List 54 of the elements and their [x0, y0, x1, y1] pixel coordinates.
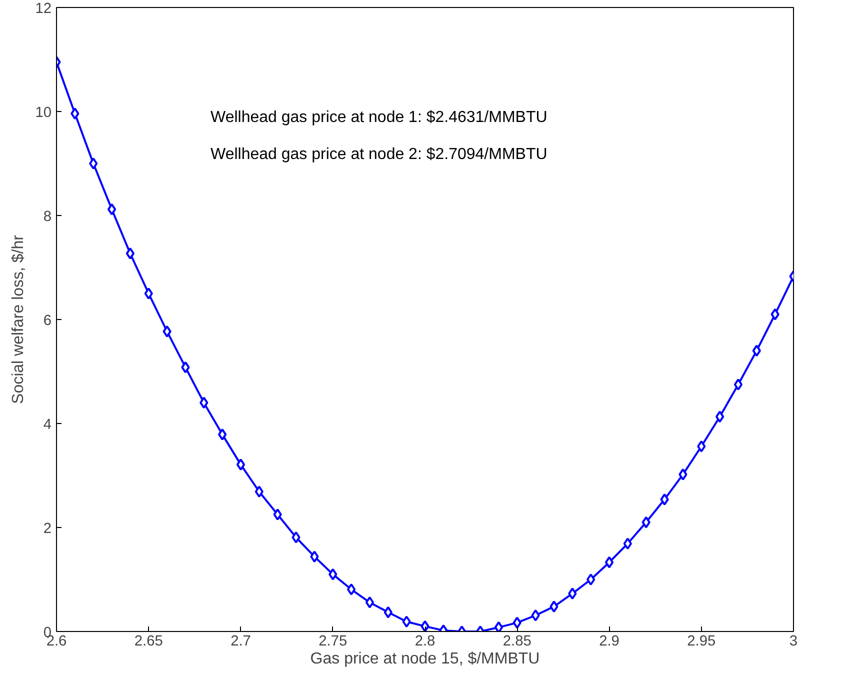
point: [162, 325, 172, 338]
y-tick-label: 10: [35, 105, 52, 121]
point: [420, 620, 430, 632]
annotation: Wellhead gas price at node 2: $2.7094/MMBTU: [210, 146, 548, 163]
point: [512, 616, 522, 629]
point: [89, 158, 98, 170]
y-tick-label: 4: [43, 417, 52, 433]
point: [715, 410, 724, 423]
point: [310, 550, 319, 563]
point: [678, 468, 688, 480]
point: [236, 458, 246, 471]
x-tick-label: 2.85: [502, 634, 532, 650]
point: [218, 428, 227, 440]
x-tick-label: 2.7: [230, 634, 251, 650]
x-axis-title: Gas price at node 15, $/MMBTU: [310, 650, 540, 668]
point: [402, 616, 411, 628]
point: [550, 600, 558, 613]
point: [494, 621, 504, 632]
point: [604, 556, 614, 568]
y-tick-label: 8: [43, 209, 52, 225]
point: [365, 596, 374, 608]
point: [384, 606, 392, 618]
point: [126, 247, 135, 260]
point: [254, 486, 264, 498]
point: [752, 344, 761, 357]
annotation: Wellhead gas price at node 1: $2.4631/MMBTU: [210, 109, 548, 126]
point: [660, 493, 669, 506]
y-tick-label: 2: [43, 521, 52, 537]
y-tick-label: 12: [35, 1, 52, 17]
point: [292, 531, 300, 544]
x-tick-label: 3: [789, 634, 798, 650]
point: [273, 508, 282, 520]
point: [70, 108, 80, 120]
point: [346, 583, 356, 596]
x-tick-label: 2.65: [134, 634, 163, 650]
point: [623, 538, 632, 550]
point: [181, 361, 190, 374]
x-tick-label: 2.95: [687, 634, 716, 650]
point: [568, 588, 577, 600]
point: [697, 440, 706, 452]
x-tick-label: 2.75: [318, 634, 348, 650]
point: [531, 609, 540, 622]
y-tick-label: 6: [43, 313, 52, 329]
point: [770, 308, 780, 320]
point: [200, 396, 208, 409]
y-axis-title: Social welfare loss, $/hr: [10, 234, 28, 404]
point: [144, 288, 153, 300]
point: [642, 516, 650, 528]
point: [107, 203, 116, 216]
point: [586, 574, 596, 586]
point: [328, 568, 338, 580]
x-tick-label: 2.8: [414, 634, 436, 650]
point: [734, 378, 743, 390]
x-tick-label: 2.9: [599, 634, 620, 650]
